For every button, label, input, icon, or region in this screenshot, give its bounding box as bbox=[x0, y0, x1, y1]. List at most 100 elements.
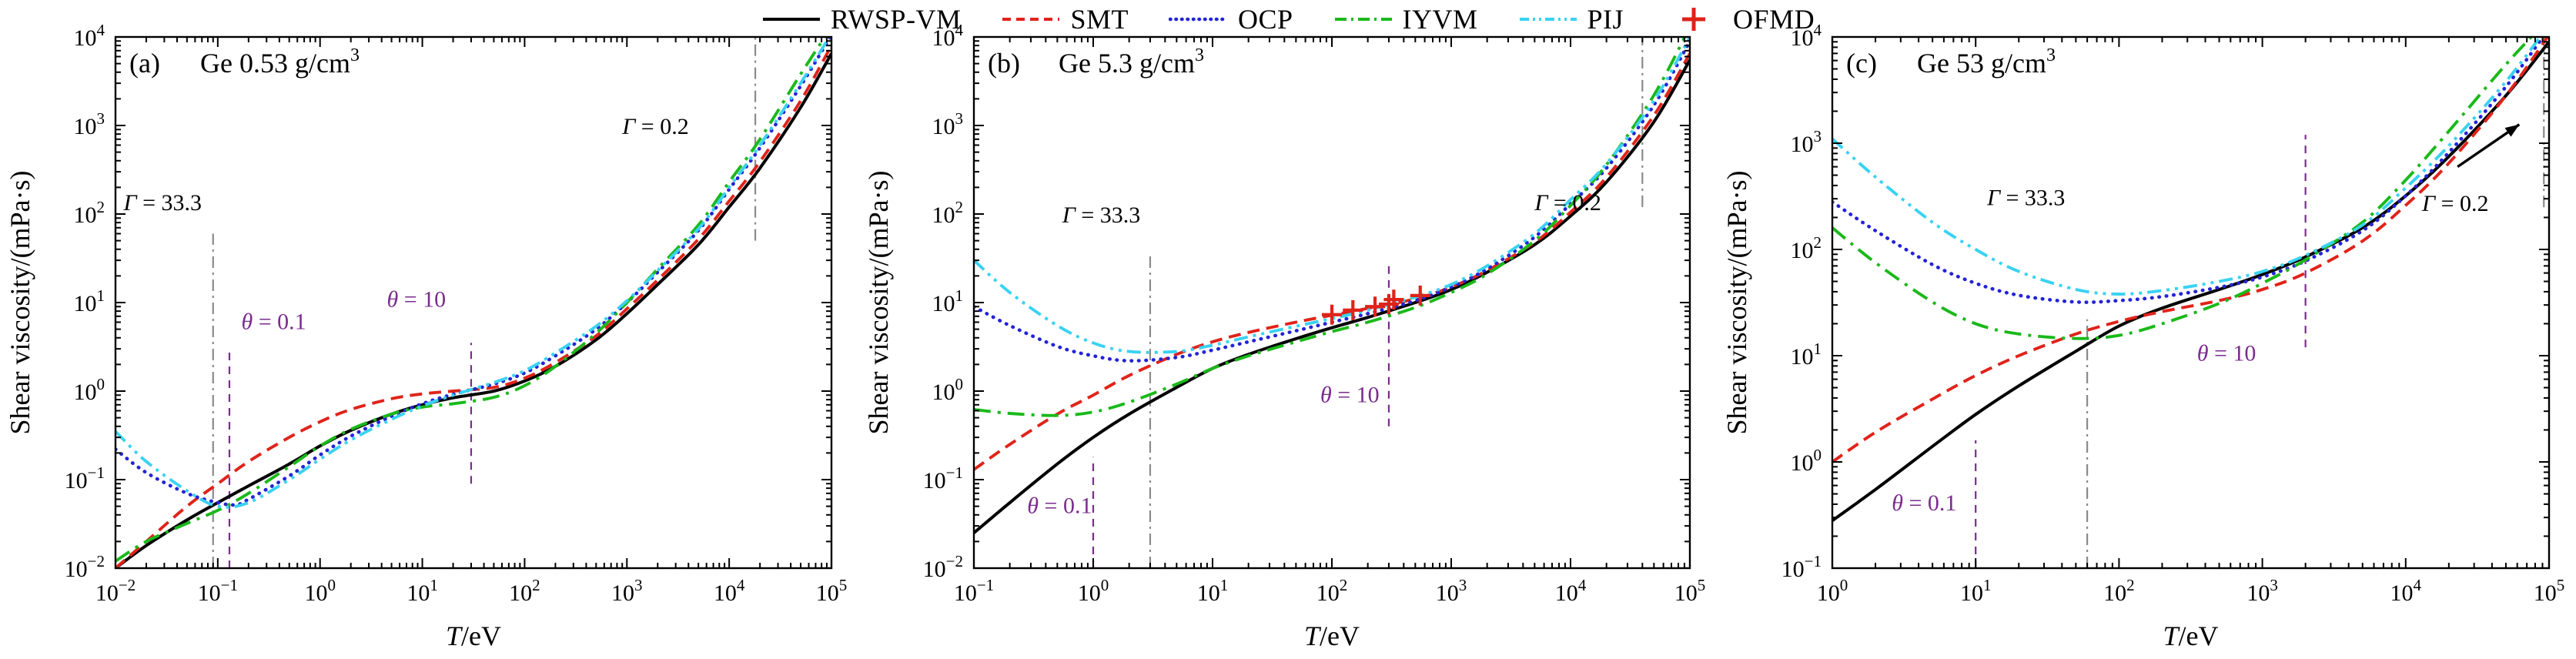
x-axis-label: T/eV bbox=[2163, 621, 2218, 651]
svg-text:θ = 10: θ = 10 bbox=[2197, 340, 2257, 366]
panel-title: Ge 53 g/cm3 bbox=[1917, 45, 2056, 79]
svg-text:θ = 0.1: θ = 0.1 bbox=[1027, 493, 1092, 518]
line-sample-icon bbox=[1334, 18, 1392, 21]
series-ocp bbox=[1832, 37, 2545, 304]
svg-text:103: 103 bbox=[74, 109, 105, 139]
svg-text:10−1: 10−1 bbox=[65, 463, 105, 493]
svg-text:103: 103 bbox=[1436, 576, 1467, 606]
series-smt bbox=[974, 52, 1690, 471]
svg-text:10−1: 10−1 bbox=[198, 576, 238, 606]
series-curves bbox=[974, 37, 1690, 534]
svg-text:102: 102 bbox=[2103, 576, 2135, 606]
svg-text:104: 104 bbox=[932, 21, 964, 51]
svg-text:θ = 0.1: θ = 0.1 bbox=[1892, 490, 1956, 516]
series-ocp bbox=[115, 37, 831, 507]
svg-text:105: 105 bbox=[1674, 576, 1706, 606]
svg-text:10−2: 10−2 bbox=[95, 576, 135, 606]
svg-text:θ = 0.1: θ = 0.1 bbox=[241, 309, 306, 335]
svg-text:Γ = 33.3: Γ = 33.3 bbox=[1062, 202, 1141, 228]
series-pij bbox=[1832, 37, 2542, 296]
svg-text:102: 102 bbox=[1791, 233, 1822, 263]
series-curves bbox=[115, 37, 831, 568]
series-smt bbox=[1832, 37, 2549, 463]
svg-text:100: 100 bbox=[304, 576, 336, 606]
svg-text:Γ = 0.2: Γ = 0.2 bbox=[621, 114, 689, 139]
legend-item-rwsp-vm: RWSP-VM bbox=[761, 3, 962, 35]
line-sample-icon bbox=[1002, 18, 1060, 21]
svg-text:Γ = 33.3: Γ = 33.3 bbox=[1986, 186, 2066, 211]
series-ocp bbox=[974, 39, 1690, 363]
legend: RWSP-VM SMT OCP IYVM PIJ OFMD bbox=[0, 2, 2576, 37]
annotation-labels: Γ = 33.3 θ = 0.1 θ = 10 Γ = 0.2 bbox=[1892, 186, 2488, 516]
svg-text:10−1: 10−1 bbox=[1781, 552, 1822, 582]
plus-marker-icon bbox=[1682, 8, 1706, 31]
series-iyvm bbox=[974, 37, 1687, 417]
series-iyvm bbox=[115, 37, 827, 563]
panel-b-chart: 10−1 100 101 102 103 104 10510−210−11001011021… bbox=[863, 21, 1706, 651]
svg-text:100: 100 bbox=[1817, 576, 1848, 606]
svg-text:10−1: 10−1 bbox=[954, 576, 994, 606]
svg-text:103: 103 bbox=[1791, 127, 1822, 157]
axis-ticks bbox=[115, 36, 832, 569]
svg-text:101: 101 bbox=[406, 576, 438, 606]
svg-text:101: 101 bbox=[1791, 340, 1822, 370]
legend-label: PIJ bbox=[1587, 4, 1624, 35]
svg-text:102: 102 bbox=[509, 576, 540, 606]
annotation-vlines bbox=[1975, 37, 2545, 568]
series-pij bbox=[974, 37, 1690, 354]
svg-text:100: 100 bbox=[1078, 576, 1109, 606]
svg-text:103: 103 bbox=[2246, 576, 2278, 606]
svg-text:103: 103 bbox=[611, 576, 643, 606]
svg-text:Γ = 0.2: Γ = 0.2 bbox=[1534, 190, 1601, 216]
plot-frame bbox=[114, 35, 833, 570]
line-sample-icon bbox=[1168, 17, 1229, 22]
series-rwsp-vm bbox=[115, 52, 831, 568]
axis-ticks bbox=[973, 36, 1691, 569]
axis-ticks bbox=[1832, 36, 2550, 569]
panel-title: Ge 0.53 g/cm3 bbox=[200, 45, 360, 79]
annotation-vlines bbox=[1092, 37, 1644, 568]
series-smt bbox=[115, 45, 831, 568]
svg-text:Γ = 0.2: Γ = 0.2 bbox=[2421, 191, 2489, 216]
svg-text:Γ = 33.3: Γ = 33.3 bbox=[123, 190, 202, 216]
markers-ofmd bbox=[1322, 285, 1430, 325]
tick-labels: 10−2 10−1 100 101 102 103 104 105 10−2 10−1 100 101… bbox=[65, 21, 848, 606]
line-sample-icon bbox=[1519, 18, 1577, 21]
series-rwsp-vm bbox=[974, 59, 1690, 534]
series-iyvm bbox=[1832, 37, 2534, 340]
svg-text:104: 104 bbox=[1791, 21, 1822, 51]
plot-frame bbox=[972, 35, 1691, 570]
panel-tag: (a) bbox=[129, 48, 160, 79]
svg-text:104: 104 bbox=[2390, 576, 2422, 606]
series-pij bbox=[115, 37, 831, 509]
svg-text:10−2: 10−2 bbox=[923, 552, 963, 582]
legend-label: OFMD bbox=[1733, 4, 1815, 35]
panel-tag: (c) bbox=[1846, 48, 1877, 79]
y-axis-label: Shear viscosity/(mPa·s) bbox=[1721, 171, 1752, 435]
legend-item-pij: PIJ bbox=[1518, 3, 1624, 35]
series-curves bbox=[1832, 37, 2549, 522]
panel-a-chart: 10−2 10−1 100 101 102 103 104 105 10−2 10−1 100 101… bbox=[5, 21, 848, 651]
svg-text:104: 104 bbox=[714, 576, 745, 606]
svg-text:101: 101 bbox=[1197, 576, 1229, 606]
legend-item-ofmd: OFMD bbox=[1664, 3, 1815, 35]
plot-frame bbox=[1831, 35, 2551, 570]
svg-text:103: 103 bbox=[932, 109, 964, 139]
svg-text:105: 105 bbox=[816, 576, 848, 606]
svg-text:101: 101 bbox=[74, 286, 105, 316]
svg-text:105: 105 bbox=[2534, 576, 2565, 606]
annotation-labels: Γ = 33.3 θ = 0.1 θ = 10 Γ = 0.2 bbox=[123, 114, 689, 334]
panel-title: Ge 5.3 g/cm3 bbox=[1059, 45, 1204, 79]
svg-text:100: 100 bbox=[1791, 446, 1822, 476]
line-sample-icon bbox=[762, 18, 820, 21]
tick-labels: 10−1 100 101 102 103 104 10510−210−11001011021… bbox=[923, 21, 1706, 606]
svg-text:101: 101 bbox=[932, 286, 964, 316]
legend-item-ocp: OCP bbox=[1168, 3, 1293, 35]
legend-item-smt: SMT bbox=[1001, 3, 1129, 35]
panel-tag: (b) bbox=[988, 48, 1020, 79]
svg-text:102: 102 bbox=[1316, 576, 1348, 606]
annotation-arrow bbox=[2457, 123, 2521, 169]
